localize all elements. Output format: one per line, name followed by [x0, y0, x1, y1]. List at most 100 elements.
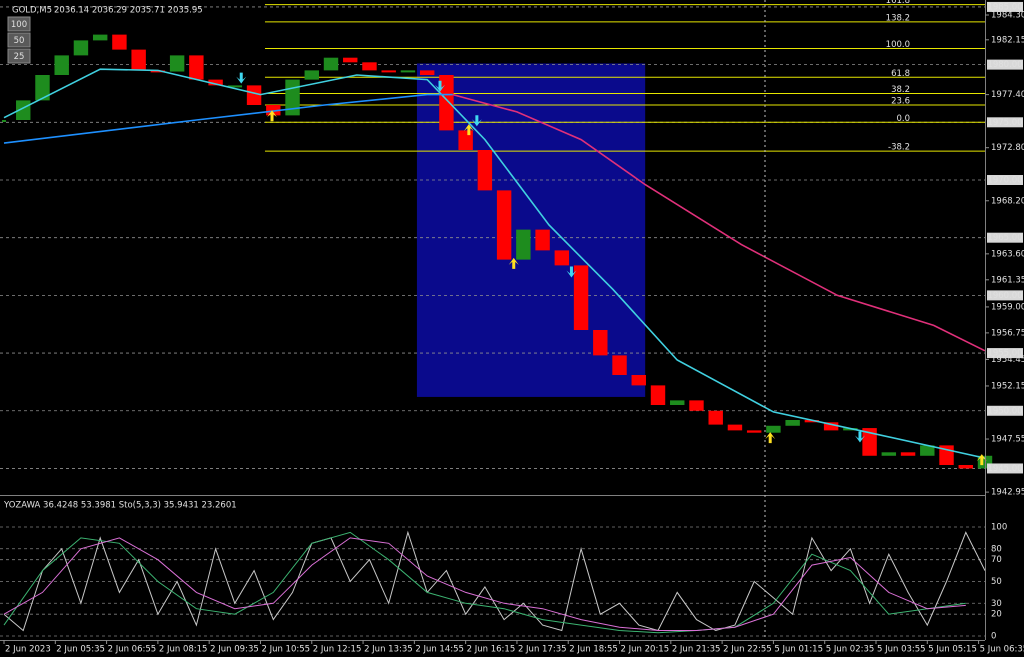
price-level-box — [987, 232, 1023, 243]
time-tick-label: 2 Jun 05:35 — [56, 645, 105, 655]
time-tick-label: 5 Jun 05:15 — [928, 645, 977, 655]
candle — [573, 265, 589, 330]
price-level-label: 1980.00 — [987, 60, 1022, 70]
price-level-label: 1950.00 — [987, 406, 1022, 416]
sell-arrow — [435, 80, 446, 92]
sell-arrow — [566, 266, 577, 278]
fib-label: 161.8 — [886, 0, 910, 6]
time-tick-label: 2 Jun 16:15 — [467, 645, 516, 655]
oscillator-panel: YOZAWA 36.4248 53.3981 Sto(5,3,3) 35.943… — [0, 501, 986, 637]
candle — [900, 452, 916, 456]
scale-button-label: 25 — [14, 52, 25, 62]
candle — [246, 85, 262, 105]
candle — [343, 57, 358, 63]
buy-arrow — [976, 454, 987, 466]
moving-average — [3, 93, 453, 144]
indicator-line — [3, 531, 966, 634]
price-level-label: 1945.00 — [987, 464, 1022, 474]
price-level-box — [987, 405, 1023, 416]
symbol: GOLD,M5 — [12, 6, 52, 16]
candle — [419, 70, 435, 75]
moving-average — [3, 68, 986, 459]
candle — [439, 75, 454, 131]
price-level-box — [987, 175, 1023, 185]
candle — [746, 430, 762, 433]
indicator-tick-label: 80 — [991, 544, 1002, 554]
time-tick-label: 2 Jun 14:55 — [415, 645, 464, 655]
scale-button[interactable] — [7, 16, 31, 32]
candle — [150, 70, 166, 73]
time-tick-label: 5 Jun 06:35 — [980, 645, 1024, 655]
price-level-box — [987, 463, 1023, 474]
fib-label: 138.2 — [886, 13, 910, 23]
candle — [727, 424, 743, 431]
price-tick-label: 1942.95 — [991, 488, 1024, 498]
price-tick-label: 1961.35 — [991, 275, 1024, 285]
price-tick-label: 1982.15 — [991, 35, 1024, 45]
price-level-label: 1975.00 — [987, 118, 1022, 128]
scale-button-label: 50 — [14, 36, 25, 46]
indicator-line — [3, 537, 966, 631]
scale-button[interactable] — [7, 32, 31, 48]
price-level-label: 1960.00 — [987, 291, 1022, 301]
candle — [804, 420, 820, 423]
indicator-tick-label: 50 — [991, 577, 1002, 587]
fib-label: -38.2 — [888, 143, 910, 153]
price-level-box — [987, 348, 1023, 359]
quote: 2036.14 2036.29 2035.71 2035.95 — [54, 6, 203, 16]
indicator-tick-label: 100 — [991, 522, 1007, 532]
time-tick-label: 2 Jun 06:55 — [108, 645, 157, 655]
candle — [400, 70, 416, 73]
price-tick-label: 1952.15 — [991, 381, 1024, 391]
candle — [92, 34, 108, 41]
candle — [54, 55, 69, 75]
scale-button-label: 100 — [11, 20, 27, 30]
indicator-title: YOZAWA 36.4248 53.3981 Sto(5,3,3) 35.943… — [3, 501, 237, 511]
candle — [323, 57, 339, 71]
buy-arrow — [463, 124, 474, 136]
price-level-label: 1955.00 — [987, 349, 1022, 359]
candle — [189, 55, 204, 80]
candle — [958, 465, 973, 469]
candle — [689, 400, 704, 411]
candle — [516, 229, 531, 260]
time-tick-label: 2 Jun 2023 — [5, 645, 51, 655]
moving-average — [452, 93, 986, 352]
candle — [535, 229, 550, 251]
time-tick-label: 5 Jun 01:15 — [774, 645, 823, 655]
time-tick-label: 2 Jun 12:15 — [313, 645, 362, 655]
candle — [766, 425, 781, 433]
fib-label: 100.0 — [886, 40, 910, 50]
scale-button[interactable] — [7, 48, 31, 64]
candle — [881, 452, 897, 456]
candle — [73, 40, 89, 56]
candle — [131, 49, 146, 71]
price-tick-label: 1959.00 — [991, 302, 1024, 312]
sell-arrow — [854, 431, 865, 443]
candle — [862, 428, 877, 456]
candle — [477, 150, 493, 191]
buy-arrow — [508, 257, 519, 269]
buy-arrow — [765, 432, 776, 444]
price-level-label: 1985.00 — [987, 2, 1022, 12]
sell-arrow — [471, 115, 482, 127]
candle — [362, 62, 377, 71]
candle — [708, 410, 723, 425]
candle — [593, 330, 608, 356]
candle — [631, 375, 646, 386]
price-level-label: 1965.00 — [987, 233, 1022, 243]
candle — [650, 385, 666, 405]
time-tick-label: 2 Jun 21:35 — [672, 645, 721, 655]
candle — [612, 355, 627, 375]
price-level-box — [987, 117, 1023, 128]
fib-label: 38.2 — [891, 85, 910, 95]
time-tick-label: 2 Jun 09:35 — [210, 645, 259, 655]
fib-label: 23.6 — [891, 97, 910, 107]
indicator-line — [3, 530, 986, 632]
indicator-tick-label: 20 — [991, 610, 1002, 620]
price-tick-label: 1977.40 — [991, 90, 1024, 100]
price-tick-label: 1968.20 — [991, 196, 1024, 206]
time-tick-label: 2 Jun 20:15 — [621, 645, 670, 655]
price-level-box — [987, 290, 1023, 301]
